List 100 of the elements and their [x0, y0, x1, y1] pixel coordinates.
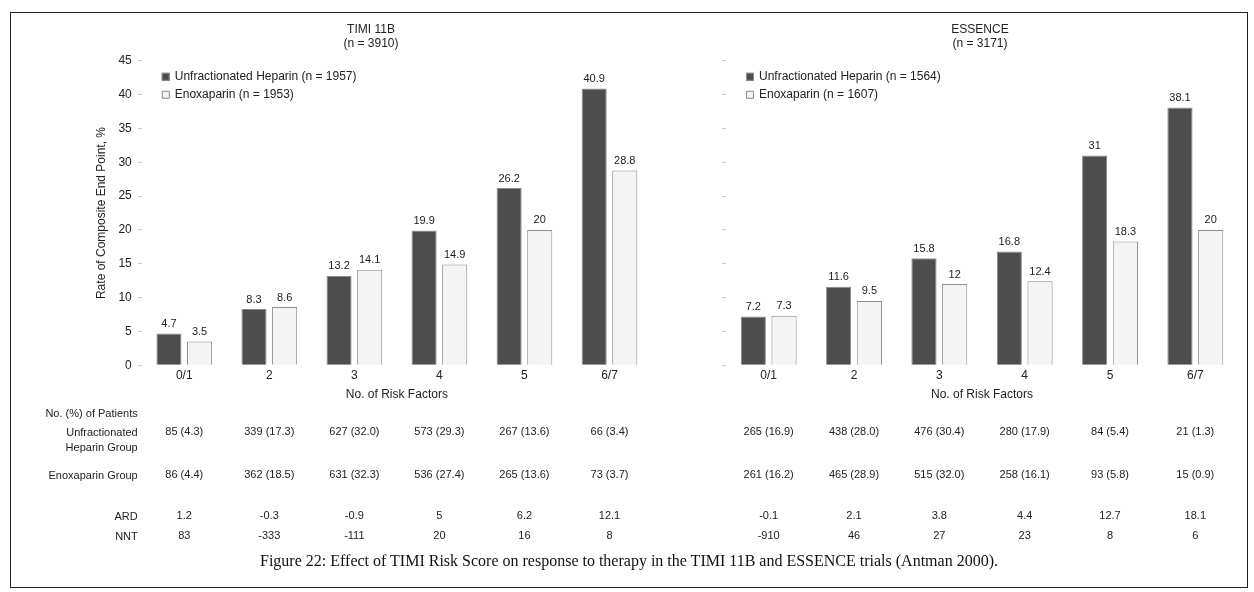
x-tick-label: 3	[351, 367, 359, 382]
data-label: 12.4	[1029, 264, 1051, 277]
text: -0.3	[259, 509, 279, 521]
text: 18.1	[1184, 509, 1207, 521]
text: 465 (28.9)	[828, 468, 880, 480]
text: 536 (27.4)	[414, 468, 465, 480]
y-tick-label: 10	[118, 289, 133, 304]
text: 1.2	[176, 509, 192, 521]
x-tick-label: 2	[850, 367, 858, 382]
text: NNT	[114, 529, 138, 544]
data-label: 28.8	[614, 153, 636, 166]
text: 258 (16.1)	[999, 468, 1050, 480]
text: 93 (5.8)	[1091, 468, 1129, 480]
text: 73 (3.7)	[590, 468, 629, 480]
data-label: 7.2	[745, 300, 761, 313]
chart-title: ESSENCE	[951, 21, 1009, 36]
text: 8	[606, 529, 613, 541]
caption: Figure 22: Effect of TIMI Risk Score on response to therapy in the TIMI 11B and ESSENCE trials (Antman 2000).	[259, 552, 999, 570]
text: 631 (32.3)	[329, 468, 380, 480]
text: 12.7	[1099, 509, 1121, 521]
text: Unfractionated Heparin Group	[64, 425, 138, 455]
text: 362 (18.5)	[244, 468, 295, 480]
x-tick-label: 5	[521, 367, 529, 382]
text: ARD	[113, 509, 138, 524]
y-tick-label: 35	[118, 120, 133, 135]
text: 5	[436, 509, 443, 521]
text: 84 (5.4)	[1091, 425, 1129, 437]
data-label: 38.1	[1169, 91, 1191, 104]
data-label: 8.3	[246, 292, 262, 305]
text: Enoxaparin Group	[47, 468, 138, 483]
text: 438 (28.0)	[828, 425, 880, 437]
y-axis-title: Rate of Composite End Point, %	[93, 126, 108, 300]
text: 46	[847, 529, 861, 541]
data-label: 4.7	[161, 316, 177, 329]
text: 86 (4.4)	[165, 468, 204, 480]
text: 8	[1106, 529, 1114, 541]
y-tick-label: 15	[118, 256, 133, 271]
data-label: 14.1	[358, 253, 381, 266]
text: 265 (13.6)	[499, 468, 550, 480]
data-label: 26.2	[498, 171, 520, 184]
x-tick-label: 4	[1021, 367, 1029, 382]
data-label: 9.5	[861, 284, 878, 297]
text: 16	[518, 529, 531, 541]
x-tick-label: 4	[436, 367, 444, 382]
data-label: 8.6	[276, 290, 293, 303]
x-tick-label: 2	[265, 367, 273, 382]
text: 2.1	[846, 509, 862, 521]
data-label: 7.3	[776, 299, 792, 312]
text: 280 (17.9)	[999, 425, 1050, 437]
x-axis-title: No. of Risk Factors	[930, 387, 1034, 402]
data-label: 13.2	[328, 259, 350, 272]
y-tick-label: 5	[125, 323, 133, 338]
legend-label: Enoxaparin (n = 1953)	[174, 87, 294, 102]
data-label: 16.8	[998, 235, 1021, 248]
y-tick-label: 20	[118, 222, 133, 237]
x-tick-label: 6/7	[1186, 367, 1204, 382]
y-tick-label: 45	[118, 53, 133, 68]
y-tick-label: 30	[118, 154, 133, 169]
data-label: 31	[1088, 139, 1101, 152]
text: -0.9	[344, 509, 364, 521]
data-label: 15.8	[913, 241, 935, 254]
text: -910	[757, 529, 780, 541]
data-label: 14.9	[443, 247, 466, 260]
text: 21 (1.3)	[1176, 425, 1215, 437]
data-label: 3.5	[191, 325, 208, 338]
text: 83	[178, 529, 191, 541]
text: No. (%) of Patients	[44, 406, 138, 421]
x-tick-label: 6/7	[601, 367, 619, 382]
data-label: 20	[1204, 213, 1217, 226]
x-tick-label: 0/1	[760, 367, 778, 382]
chart-subtitle: (n = 3171)	[952, 35, 1008, 50]
legend-label: Unfractionated Heparin (n = 1564)	[759, 69, 941, 84]
text: 66 (3.4)	[590, 425, 629, 437]
text: 85 (4.3)	[165, 425, 204, 437]
chart-subtitle: (n = 3910)	[343, 35, 399, 50]
text: 267 (13.6)	[499, 425, 550, 437]
data-label: 20	[533, 213, 546, 226]
text: 12.1	[598, 509, 621, 521]
text: 515 (32.0)	[914, 468, 965, 480]
text: 627 (32.0)	[329, 425, 380, 437]
legend-label: Enoxaparin (n = 1607)	[759, 87, 879, 102]
text: 6	[1192, 529, 1199, 541]
y-tick-label: 0	[125, 357, 133, 372]
text: 265 (16.9)	[743, 425, 794, 437]
data-label: 19.9	[413, 214, 435, 227]
data-label: 40.9	[583, 72, 605, 85]
y-tick-label: 25	[118, 188, 133, 203]
data-label: 12	[948, 267, 961, 280]
text: 6.2	[516, 509, 533, 521]
legend-label: Unfractionated Heparin (n = 1957)	[174, 69, 357, 84]
text: 4.4	[1017, 509, 1033, 521]
x-tick-label: 5	[1106, 367, 1114, 382]
data-label: 18.3	[1114, 224, 1137, 237]
text: 23	[1018, 529, 1031, 541]
chart-title: TIMI 11B	[347, 21, 395, 36]
text: 3.8	[931, 509, 947, 521]
text: 27	[933, 529, 946, 541]
x-axis-title: No. of Risk Factors	[345, 387, 448, 402]
data-label: 11.6	[828, 270, 849, 283]
text: 339 (17.3)	[244, 425, 295, 437]
